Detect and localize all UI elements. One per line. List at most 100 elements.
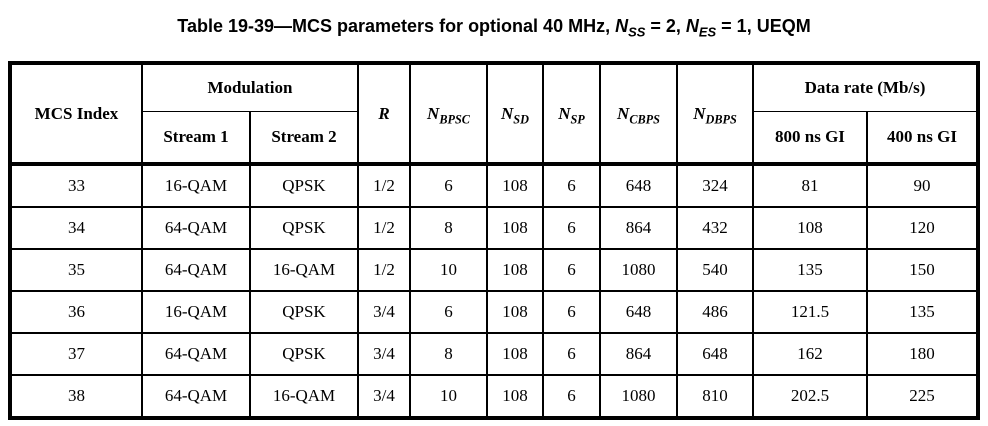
cell-n-sd: 108: [485, 248, 544, 292]
cell-n-dbps: 486: [675, 290, 754, 334]
cell-data-rate-400: 135: [865, 290, 980, 334]
cell-n-sd: 108: [485, 374, 544, 419]
coding-rate-symbol: R: [378, 103, 390, 123]
n-cbps-base: N: [617, 103, 630, 123]
cell-stream1-modulation: 64-QAM: [140, 206, 251, 250]
cell-data-rate-400: 120: [865, 206, 980, 250]
n-dbps-base: N: [693, 103, 706, 123]
cell-data-rate-800: 135: [751, 248, 868, 292]
cell-data-rate-400: 225: [865, 374, 980, 419]
table-caption: Table 19-39—MCS parameters for optional …: [0, 0, 988, 40]
col-header-n-sp: NSP: [541, 62, 601, 165]
n-bpsc-base: N: [427, 103, 440, 123]
col-header-stream-1: Stream 1: [140, 111, 251, 165]
cell-n-dbps: 540: [675, 248, 754, 292]
table-row: 35 64-QAM 16-QAM 1/2 10 108 6 1080 540 1…: [8, 248, 980, 292]
cell-coding-rate: 1/2: [356, 162, 411, 208]
table-row: 33 16-QAM QPSK 1/2 6 108 6 648 324 81 90: [8, 162, 980, 208]
n-sd-sub: SD: [513, 111, 529, 126]
caption-text-lead: Table 19-39—MCS parameters for optional …: [177, 16, 616, 36]
cell-n-cbps: 1080: [598, 374, 678, 419]
cell-coding-rate: 1/2: [356, 206, 411, 250]
cell-mcs-index: 37: [8, 332, 143, 376]
cell-data-rate-800: 121.5: [751, 290, 868, 334]
col-header-coding-rate: R: [356, 62, 411, 165]
cell-mcs-index: 35: [8, 248, 143, 292]
cell-coding-rate: 3/4: [356, 332, 411, 376]
caption-var-nss: N: [615, 16, 629, 36]
col-header-stream-2: Stream 2: [248, 111, 359, 165]
cell-stream2-modulation: QPSK: [248, 162, 359, 208]
table-row: 34 64-QAM QPSK 1/2 8 108 6 864 432 108 1…: [8, 206, 980, 250]
caption-var-nss-sub: SS: [628, 24, 646, 40]
cell-n-sp: 6: [541, 332, 601, 376]
cell-n-sd: 108: [485, 162, 544, 208]
cell-n-dbps: 810: [675, 374, 754, 419]
header-row-groups: MCS Index Modulation R NBPSC NSD NSP NCB…: [8, 62, 980, 165]
cell-n-bpsc: 6: [408, 162, 488, 208]
caption-var-nes-sub: ES: [698, 24, 717, 40]
caption-text-tail: = 1, UEQM: [716, 16, 811, 36]
table-row: 37 64-QAM QPSK 3/4 8 108 6 864 648 162 1…: [8, 332, 980, 376]
cell-data-rate-800: 108: [751, 206, 868, 250]
cell-n-sp: 6: [541, 162, 601, 208]
caption-text-mid: = 2,: [645, 16, 686, 36]
col-header-n-sd: NSD: [485, 62, 544, 165]
cell-n-bpsc: 10: [408, 374, 488, 419]
cell-n-bpsc: 6: [408, 290, 488, 334]
cell-n-dbps: 648: [675, 332, 754, 376]
cell-data-rate-400: 150: [865, 248, 980, 292]
cell-mcs-index: 36: [8, 290, 143, 334]
cell-stream2-modulation: QPSK: [248, 290, 359, 334]
col-header-n-dbps: NDBPS: [675, 62, 754, 165]
cell-stream1-modulation: 64-QAM: [140, 248, 251, 292]
cell-n-bpsc: 10: [408, 248, 488, 292]
cell-n-bpsc: 8: [408, 206, 488, 250]
cell-n-dbps: 324: [675, 162, 754, 208]
cell-stream2-modulation: QPSK: [248, 332, 359, 376]
cell-data-rate-400: 180: [865, 332, 980, 376]
cell-n-sd: 108: [485, 332, 544, 376]
cell-stream1-modulation: 64-QAM: [140, 332, 251, 376]
cell-n-cbps: 864: [598, 332, 678, 376]
group-header-data-rate: Data rate (Mb/s): [751, 62, 980, 112]
cell-n-cbps: 864: [598, 206, 678, 250]
cell-n-sd: 108: [485, 290, 544, 334]
cell-stream1-modulation: 16-QAM: [140, 162, 251, 208]
n-cbps-sub: CBPS: [629, 111, 660, 126]
n-sp-sub: SP: [570, 111, 585, 126]
cell-data-rate-800: 162: [751, 332, 868, 376]
cell-n-sd: 108: [485, 206, 544, 250]
cell-stream1-modulation: 64-QAM: [140, 374, 251, 419]
cell-coding-rate: 1/2: [356, 248, 411, 292]
cell-data-rate-800: 202.5: [751, 374, 868, 419]
mcs-parameters-table: MCS Index Modulation R NBPSC NSD NSP NCB…: [7, 61, 980, 420]
cell-coding-rate: 3/4: [356, 290, 411, 334]
cell-n-sp: 6: [541, 374, 601, 419]
cell-n-sp: 6: [541, 290, 601, 334]
n-dbps-sub: DBPS: [705, 111, 737, 126]
cell-stream2-modulation: 16-QAM: [248, 374, 359, 419]
n-sd-base: N: [501, 103, 514, 123]
cell-mcs-index: 34: [8, 206, 143, 250]
table-row: 38 64-QAM 16-QAM 3/4 10 108 6 1080 810 2…: [8, 374, 980, 419]
group-header-modulation: Modulation: [140, 62, 359, 112]
cell-coding-rate: 3/4: [356, 374, 411, 419]
n-bpsc-sub: BPSC: [439, 111, 470, 126]
caption-var-nes: N: [685, 16, 699, 36]
col-header-n-bpsc: NBPSC: [408, 62, 488, 165]
col-header-n-cbps: NCBPS: [598, 62, 678, 165]
cell-stream2-modulation: QPSK: [248, 206, 359, 250]
table-row: 36 16-QAM QPSK 3/4 6 108 6 648 486 121.5…: [8, 290, 980, 334]
cell-n-sp: 6: [541, 248, 601, 292]
header-row-subcolumns: Stream 1 Stream 2 800 ns GI 400 ns GI: [10, 111, 980, 165]
col-header-400ns-gi: 400 ns GI: [865, 111, 980, 165]
cell-n-dbps: 432: [675, 206, 754, 250]
cell-data-rate-400: 90: [865, 162, 980, 208]
cell-n-cbps: 648: [598, 162, 678, 208]
cell-stream1-modulation: 16-QAM: [140, 290, 251, 334]
n-sp-base: N: [558, 103, 571, 123]
cell-n-bpsc: 8: [408, 332, 488, 376]
cell-data-rate-800: 81: [751, 162, 868, 208]
cell-n-cbps: 648: [598, 290, 678, 334]
